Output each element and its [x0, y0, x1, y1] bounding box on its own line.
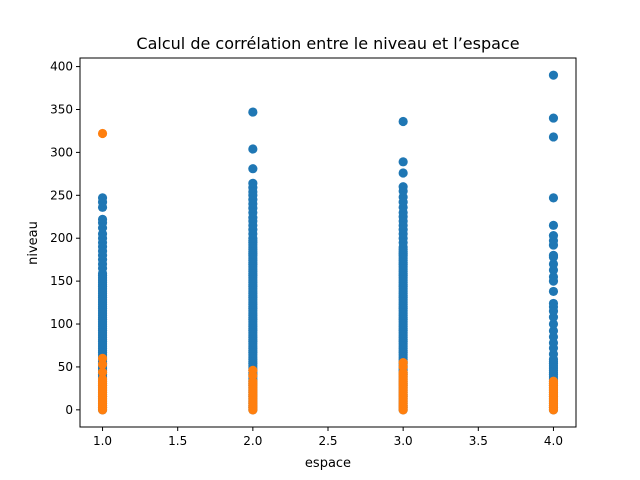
- y-tick-label: 200: [50, 231, 73, 245]
- x-tick-label: 4.0: [544, 434, 563, 448]
- x-axis-label: espace: [305, 456, 351, 471]
- data-point: [398, 182, 408, 192]
- x-tick-label: 3.0: [394, 434, 413, 448]
- y-tick-label: 250: [50, 188, 73, 202]
- points-layer: [97, 70, 559, 415]
- data-point: [248, 365, 258, 375]
- data-point: [548, 298, 559, 309]
- data-point: [97, 193, 108, 203]
- y-tick-label: 350: [50, 102, 73, 116]
- data-point: [248, 178, 258, 188]
- y-tick-label: 400: [50, 60, 73, 74]
- data-point: [548, 70, 559, 80]
- data-point: [548, 259, 559, 269]
- series-1: [97, 128, 559, 415]
- data-point: [548, 220, 559, 230]
- data-point: [248, 164, 258, 174]
- data-point: [97, 374, 108, 384]
- y-tick-label: 0: [65, 403, 73, 417]
- y-tick-label: 150: [50, 274, 73, 288]
- data-point: [97, 353, 108, 363]
- x-tick-label: 3.5: [469, 434, 488, 448]
- y-axis-ticks: 0 50 100 150 200 250 300 350 400: [50, 60, 80, 417]
- data-point: [248, 107, 258, 117]
- data-point: [548, 272, 559, 282]
- x-axis-ticks: 1.0 1.5 2.0 2.5 3.0 3.5 4.0: [93, 427, 563, 448]
- data-point: [548, 231, 559, 241]
- data-point: [548, 250, 559, 260]
- data-point: [548, 286, 559, 297]
- data-point: [548, 113, 559, 123]
- x-tick-label: 1.5: [168, 434, 187, 448]
- x-tick-label: 2.5: [318, 434, 337, 448]
- data-point: [548, 376, 559, 386]
- x-tick-label: 2.0: [243, 434, 262, 448]
- data-point: [97, 128, 108, 139]
- data-point: [548, 326, 559, 336]
- data-point: [398, 157, 408, 167]
- y-axis-label: niveau: [26, 221, 41, 265]
- data-point: [548, 319, 559, 329]
- data-point: [97, 367, 108, 377]
- y-tick-label: 100: [50, 317, 73, 331]
- data-point: [398, 358, 408, 368]
- data-point: [398, 116, 408, 127]
- data-point: [548, 132, 559, 142]
- data-point: [97, 214, 108, 224]
- chart-title: Calcul de corrélation entre le niveau et…: [136, 34, 519, 53]
- y-tick-label: 300: [50, 145, 73, 159]
- data-point: [398, 168, 408, 178]
- data-point: [548, 193, 559, 203]
- x-tick-label: 1.0: [93, 434, 112, 448]
- y-tick-label: 50: [58, 360, 73, 374]
- data-point: [248, 144, 258, 154]
